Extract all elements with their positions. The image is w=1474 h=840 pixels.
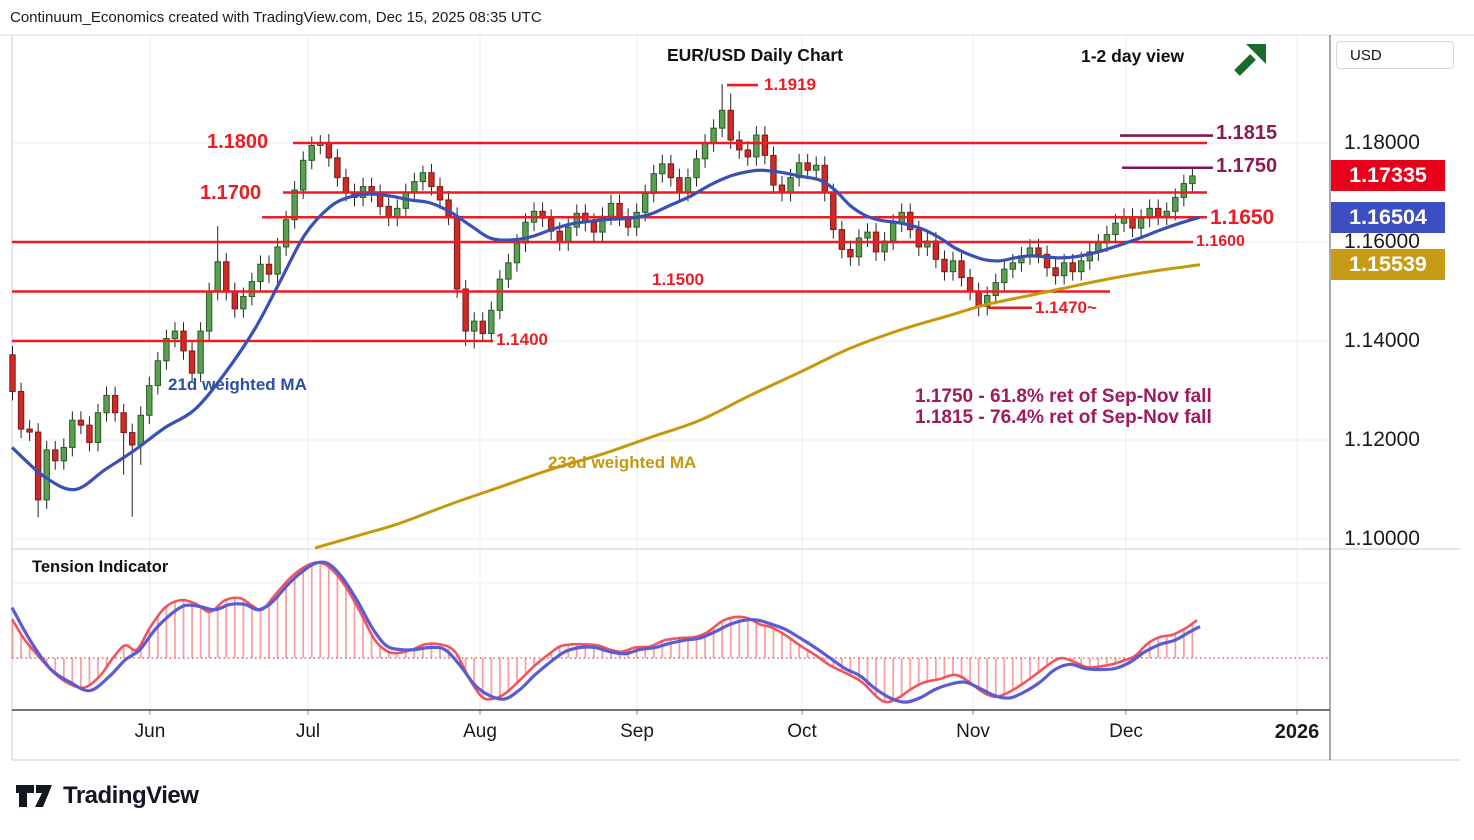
tradingview-logo-icon [16,785,52,807]
time-label-Oct[interactable]: Oct [787,721,817,742]
price-level-label-1.1750: 1.1750 [1216,155,1278,177]
price-level-label-1.1470~: 1.1470~ [1035,298,1097,317]
price-tick-1.14000: 1.14000 [1344,329,1420,352]
ma233-label: 233d weighted MA [548,453,697,472]
fib-note-2: 1.1815 - 76.4% ret of Sep-Nov fall [915,407,1212,428]
time-label-Nov[interactable]: Nov [956,721,990,742]
price-tick-1.10000: 1.10000 [1344,527,1420,550]
price-level-label-1.1600: 1.1600 [1196,233,1245,250]
price-level-label-1.1815: 1.1815 [1216,122,1278,144]
price-level-label-1.1650: 1.1650 [1210,206,1275,229]
price-level-label-1.1400: 1.1400 [496,330,548,349]
fib-note-1: 1.1750 - 61.8% ret of Sep-Nov fall [915,386,1212,407]
price-badge-233d-weighted-ma: 1.15539 [1331,249,1445,281]
currency-axis-button[interactable]: USD [1336,41,1454,69]
ma21-label: 21d weighted MA [168,375,307,394]
price-tick-1.12000: 1.12000 [1344,428,1420,451]
fibonacci-retracement-notes: 1.1750 - 61.8% ret of Sep-Nov fall 1.181… [915,386,1212,428]
price-tick-1.18000: 1.18000 [1344,131,1420,154]
price-badge-last-price: 1.17335 [1331,160,1445,192]
tradingview-logo-text: TradingView [63,782,199,809]
price-badge-21d-weighted-ma: 1.16504 [1331,201,1445,233]
time-label-Aug[interactable]: Aug [463,721,497,742]
time-label-Jul[interactable]: Jul [295,721,321,742]
time-label-Jun[interactable]: Jun [134,721,166,742]
chart-title: EUR/USD Daily Chart [667,45,844,65]
tension-indicator-title: Tension Indicator [32,558,169,576]
price-level-label-1.1500: 1.1500 [652,270,704,289]
view-horizon-label: 1-2 day view [1081,46,1185,66]
credit-line: Continuum_Economics created with Trading… [10,9,542,26]
price-level-label-1.1919: 1.1919 [764,75,816,94]
time-label-Dec[interactable]: Dec [1109,721,1143,742]
tradingview-logo[interactable]: TradingView [14,781,199,811]
time-label-2026[interactable]: 2026 [1274,721,1320,743]
price-tick-1.16000: 1.16000 [1344,230,1420,253]
time-label-Sep[interactable]: Sep [620,721,654,742]
price-level-label-1.1700: 1.1700 [200,182,262,204]
price-level-label-1.1800: 1.1800 [207,131,269,153]
up-right-arrow-icon [1234,44,1266,76]
